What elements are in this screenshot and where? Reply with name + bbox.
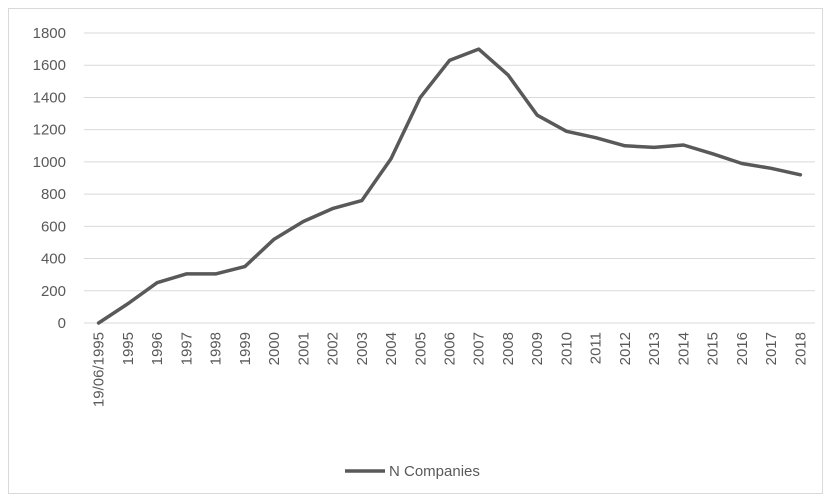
data-point — [769, 166, 773, 170]
x-tick-label: 2018 — [792, 332, 809, 365]
data-point — [681, 143, 685, 147]
x-tick-label: 2014 — [675, 332, 692, 365]
x-tick-label: 2001 — [295, 332, 312, 365]
legend-label-n-companies: N Companies — [389, 463, 480, 480]
x-tick-label: 2011 — [588, 332, 605, 364]
x-tick-label: 2016 — [734, 332, 751, 365]
series-layer — [96, 47, 803, 325]
gridlines — [84, 32, 815, 292]
y-tick-label: 1400 — [33, 89, 66, 106]
data-point — [184, 272, 188, 276]
x-tick-label: 1999 — [237, 332, 254, 365]
y-tick-label: 0 — [58, 315, 66, 332]
y-tick-label: 1800 — [33, 25, 66, 42]
y-tick-label: 1000 — [33, 154, 66, 171]
data-point — [418, 95, 422, 99]
x-tick-label: 2006 — [442, 332, 459, 365]
data-point — [798, 173, 802, 177]
x-tick-label: 2000 — [266, 332, 283, 365]
series-line-n-companies — [96, 47, 803, 325]
x-tick-label: 2009 — [529, 332, 546, 365]
x-tick-label: 2017 — [763, 332, 780, 365]
data-point — [564, 129, 568, 133]
data-point — [740, 162, 744, 165]
x-tick-label: 2010 — [558, 332, 575, 365]
data-point — [214, 272, 218, 276]
data-point — [126, 302, 130, 306]
data-point — [477, 47, 481, 51]
data-point — [711, 152, 715, 156]
data-point — [448, 58, 451, 62]
y-tick-label: 800 — [41, 186, 66, 203]
x-tick-label: 1998 — [208, 332, 225, 365]
data-point — [535, 113, 539, 117]
data-point — [243, 265, 247, 269]
x-tick-label: 2004 — [383, 332, 400, 365]
data-point — [301, 220, 305, 223]
legend: N Companies — [345, 463, 480, 480]
x-tick-label: 2002 — [325, 332, 342, 365]
y-tick-label: 400 — [41, 251, 66, 268]
x-tick-label: 2005 — [412, 332, 429, 365]
x-tick-label: 2013 — [646, 332, 663, 365]
y-axis-ticks: 0 200 400 600 800 1000 1200 1400 1600 1800 — [33, 25, 66, 332]
data-point — [331, 207, 335, 211]
data-point — [594, 136, 598, 140]
y-tick-label: 200 — [41, 283, 66, 300]
data-point — [97, 321, 101, 325]
x-tick-label: 2012 — [617, 332, 634, 365]
x-tick-label: 2015 — [705, 332, 722, 365]
y-tick-label: 1200 — [33, 122, 66, 139]
data-point — [506, 73, 510, 77]
data-point — [389, 157, 393, 161]
x-tick-label: 1997 — [178, 332, 195, 365]
y-tick-label: 600 — [41, 218, 66, 235]
x-tick-label: 1996 — [149, 332, 166, 365]
x-tick-label: 2008 — [500, 332, 517, 365]
data-point — [623, 144, 627, 148]
data-point — [272, 237, 276, 241]
x-axis-ticks: 19/06/1995 1995 1996 1997 1998 1999 2000 2001 20… — [91, 332, 810, 407]
data-point — [155, 281, 159, 285]
data-point — [652, 145, 656, 149]
x-tick-label: 1995 — [120, 332, 137, 365]
x-tick-label: 2007 — [471, 332, 488, 365]
chart-frame — [8, 8, 823, 494]
data-point — [360, 199, 364, 203]
y-tick-label: 1600 — [33, 57, 66, 74]
x-tick-label: 2003 — [354, 332, 371, 365]
x-tick-label: 19/06/1995 — [91, 332, 108, 407]
